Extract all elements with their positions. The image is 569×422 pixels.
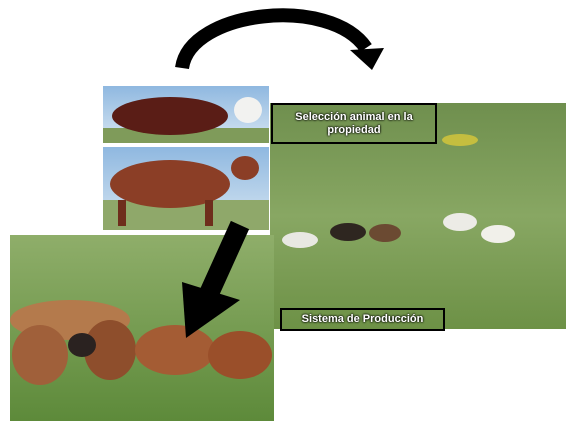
diagram-graphics [0,0,569,422]
bull-photo-2 [103,147,269,230]
cattle-photo [10,235,274,421]
label-box: Selección animal en la propiedad [271,103,437,144]
diagram: Selección animal en la propiedad Sistema… [0,0,569,422]
bull-photo-1 [103,86,269,143]
label-box: Sistema de Producción [280,308,445,331]
curved-arrow [182,15,366,68]
curved-arrow-head [350,48,384,70]
